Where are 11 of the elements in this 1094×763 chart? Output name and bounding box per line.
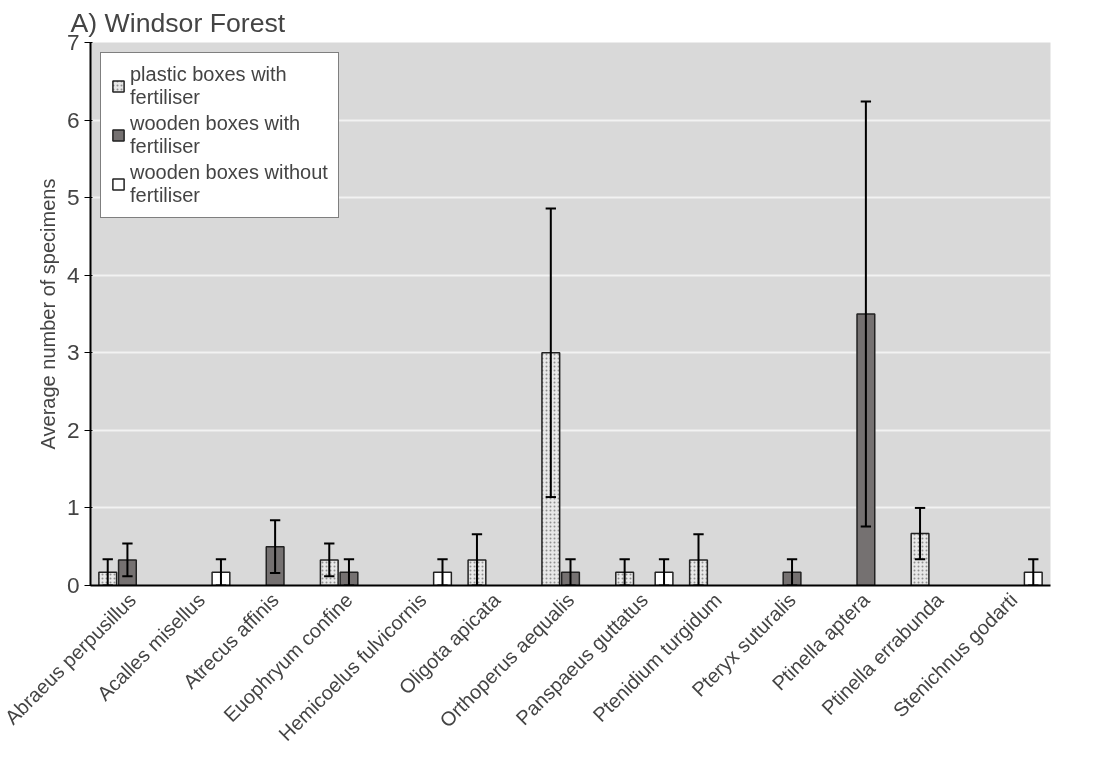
y-tick-label: 0 <box>66 572 80 598</box>
y-tick-label: 2 <box>66 416 80 443</box>
bar <box>265 545 285 586</box>
y-tick-label: 1 <box>66 494 80 521</box>
chart-title: A) Windsor Forest <box>70 7 286 38</box>
y-tick-label: 3 <box>66 339 80 366</box>
y-tick-label: 6 <box>66 106 80 133</box>
y-tick-label: 5 <box>66 184 80 211</box>
legend-label: wooden boxes without fertiliser <box>130 161 328 207</box>
y-tick-label: 4 <box>66 261 80 288</box>
y-axis-title: Average number of specimens <box>36 178 59 450</box>
